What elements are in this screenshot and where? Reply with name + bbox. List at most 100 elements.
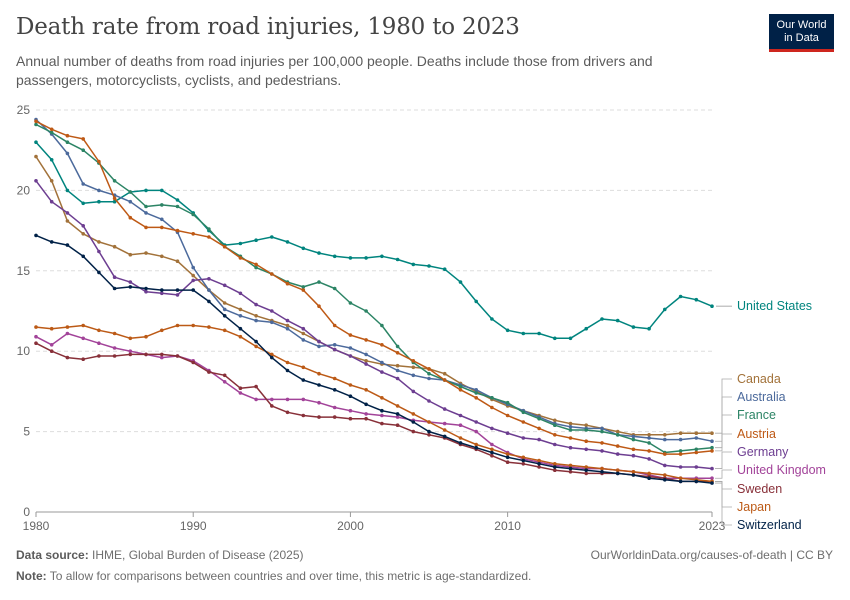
data-source-label: Data source: <box>16 548 89 562</box>
x-tick-label-2000: 2000 <box>337 519 364 533</box>
x-tick-label-2010: 2010 <box>494 519 521 533</box>
y-tick-label-0: 0 <box>23 505 30 519</box>
data-point-switzerland-2012 <box>537 462 541 466</box>
data-point-united-states-2004 <box>411 262 416 267</box>
data-point-united-states-2019 <box>647 326 651 331</box>
series-line-germany <box>35 180 713 470</box>
chart-note: Note: To allow for comparisons between c… <box>16 569 531 583</box>
legend-label-sweden[interactable]: Sweden <box>737 482 782 496</box>
data-point-austria-2002 <box>380 343 384 347</box>
data-point-united-kingdom-2006 <box>442 421 447 426</box>
data-point-united-states-1985 <box>112 199 117 204</box>
data-point-australia-1984 <box>97 188 101 193</box>
data-point-australia-2001 <box>364 352 368 357</box>
logo-line-1: Our World <box>776 19 827 31</box>
data-source-text[interactable]: IHME, Global Burden of Disease (2025) <box>92 548 304 562</box>
legend-label-japan[interactable]: Japan <box>737 500 771 514</box>
data-point-germany-2009 <box>490 426 494 431</box>
legend-label-austria[interactable]: Austria <box>737 427 776 441</box>
logo-line-2: in Data <box>784 32 819 44</box>
data-point-austria-1981 <box>49 127 54 132</box>
data-point-austria-1990 <box>191 232 195 236</box>
data-point-united-states-1998 <box>317 251 321 255</box>
data-point-switzerland-2010 <box>505 455 510 460</box>
series-line-switzerland <box>35 234 713 484</box>
data-point-united-kingdom-2001 <box>364 412 368 416</box>
connector-austria <box>715 433 732 452</box>
data-point-austria-1988 <box>160 225 164 230</box>
data-point-united-kingdom-1980 <box>34 334 38 339</box>
series-line-united-states <box>35 141 713 340</box>
data-point-japan-2009 <box>490 447 494 452</box>
data-point-germany-1981 <box>49 199 54 204</box>
owid-logo[interactable]: Our World in Data <box>769 14 834 52</box>
data-point-united-states-2008 <box>474 299 479 304</box>
x-tick-label-2023: 2023 <box>699 519 726 533</box>
data-point-france-1994 <box>254 265 258 270</box>
data-point-france-1981 <box>49 130 54 135</box>
data-point-canada-2023 <box>710 431 714 436</box>
data-point-sweden-2005 <box>427 433 431 437</box>
data-point-sweden-2004 <box>411 429 416 434</box>
legend-label-france[interactable]: France <box>737 408 776 422</box>
data-point-united-kingdom-1992 <box>222 380 227 384</box>
data-point-switzerland-2020 <box>663 478 667 482</box>
connector-germany <box>715 451 732 469</box>
data-point-united-kingdom-1982 <box>65 331 70 336</box>
data-point-switzerland-2013 <box>553 465 557 469</box>
data-point-germany-2020 <box>663 463 667 468</box>
data-point-canada-2021 <box>678 431 683 436</box>
y-tick-label-20: 20 <box>17 183 31 197</box>
data-point-switzerland-1996 <box>285 368 290 373</box>
data-point-austria-2022 <box>694 450 699 455</box>
data-point-germany-2011 <box>521 436 526 440</box>
data-point-france-2010 <box>505 400 510 405</box>
data-point-canada-1993 <box>238 307 243 312</box>
data-point-austria-1980 <box>34 119 38 124</box>
data-point-france-2015 <box>584 428 588 432</box>
data-point-sweden-1993 <box>238 386 243 391</box>
data-point-united-states-2016 <box>600 317 604 321</box>
data-source: Data source: IHME, Global Burden of Dise… <box>16 548 303 562</box>
data-point-united-states-1988 <box>160 188 164 193</box>
data-point-sweden-2010 <box>505 460 510 465</box>
legend-label-united-kingdom[interactable]: United Kingdom <box>737 463 826 477</box>
data-point-japan-1986 <box>128 336 133 341</box>
data-point-japan-2019 <box>647 471 651 476</box>
legend-label-australia[interactable]: Australia <box>737 390 786 404</box>
data-point-united-kingdom-2000 <box>348 408 353 413</box>
data-point-australia-2019 <box>647 436 651 440</box>
data-point-germany-1995 <box>270 309 274 313</box>
data-point-canada-1987 <box>144 251 148 255</box>
data-point-japan-2013 <box>553 462 557 466</box>
legend-label-switzerland[interactable]: Switzerland <box>737 518 802 532</box>
data-point-germany-2015 <box>584 447 588 452</box>
data-point-united-states-2021 <box>678 294 683 299</box>
data-point-sweden-2003 <box>395 423 400 428</box>
data-point-switzerland-2001 <box>364 402 368 407</box>
data-point-united-kingdom-2023 <box>710 476 714 481</box>
legend-label-germany[interactable]: Germany <box>737 445 789 459</box>
data-point-germany-2021 <box>678 465 683 469</box>
data-point-japan-1981 <box>49 326 54 331</box>
data-point-france-2013 <box>553 423 557 428</box>
data-point-austria-1983 <box>81 137 85 141</box>
data-point-france-1990 <box>191 212 195 217</box>
data-point-united-states-2010 <box>505 328 510 333</box>
data-point-germany-2001 <box>364 362 368 366</box>
source-url[interactable]: OurWorldinData.org/causes-of-death | CC … <box>590 548 833 562</box>
data-point-australia-1997 <box>301 338 306 342</box>
data-point-united-kingdom-1984 <box>97 341 101 346</box>
data-point-japan-2021 <box>678 476 683 481</box>
data-point-germany-2005 <box>427 399 431 403</box>
data-point-canada-1980 <box>34 154 38 159</box>
legend-label-united-states[interactable]: United States <box>737 299 812 313</box>
data-point-germany-2004 <box>411 389 416 394</box>
data-point-germany-2002 <box>380 370 384 374</box>
data-point-austria-2013 <box>553 433 557 437</box>
legend-label-canada[interactable]: Canada <box>737 372 781 386</box>
data-point-united-states-2020 <box>663 307 667 312</box>
data-point-germany-1994 <box>254 302 258 307</box>
data-point-australia-2005 <box>427 376 431 381</box>
data-point-australia-2016 <box>600 426 604 431</box>
